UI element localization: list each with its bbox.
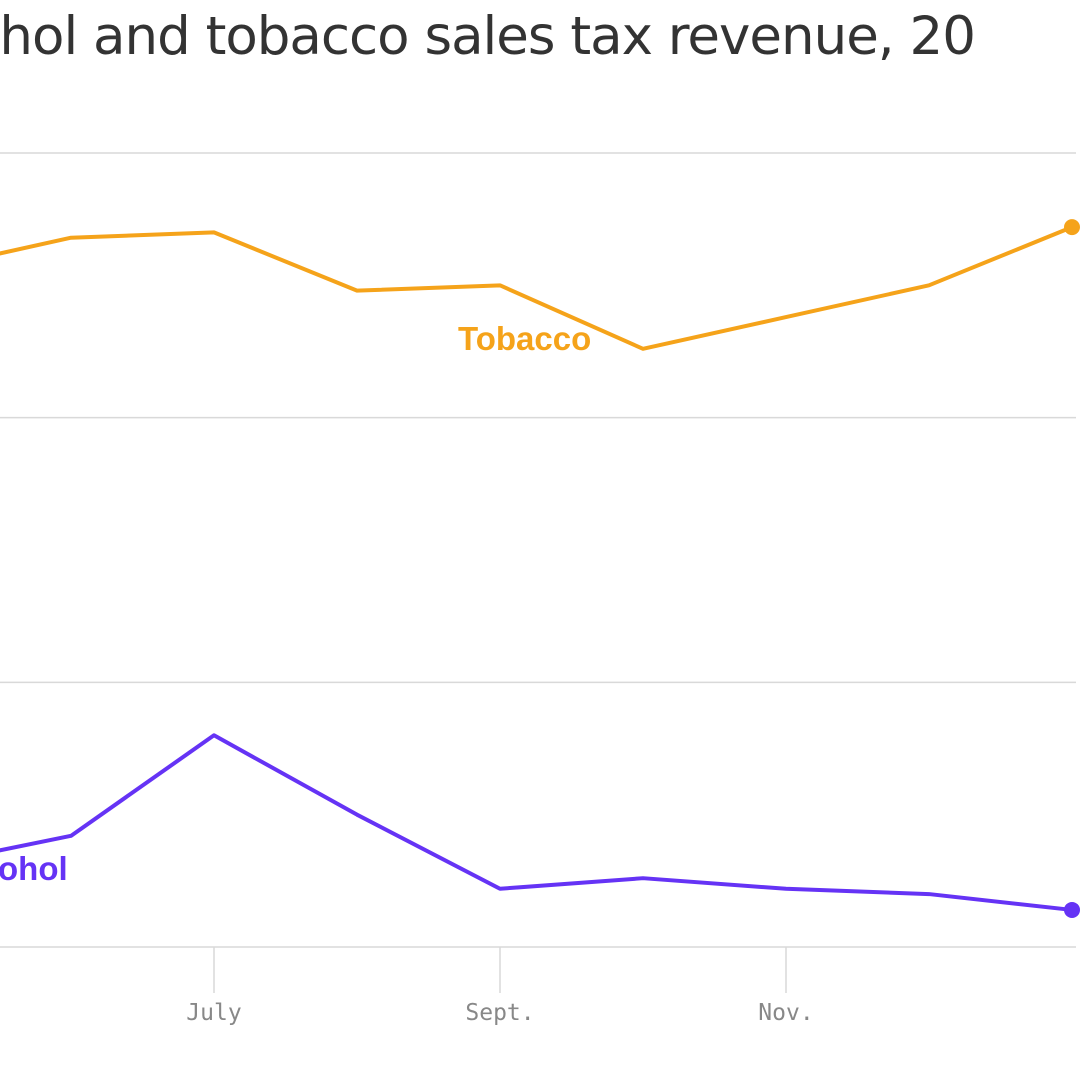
gridlines: [0, 152, 1076, 948]
x-axis: July Sept. Nov.: [186, 947, 814, 1026]
series-lines: [0, 225, 1074, 912]
x-tick-label: Sept.: [465, 1000, 534, 1026]
chart-title: ohol and tobacco sales tax revenue, 20: [0, 6, 976, 67]
series-labels: Tobacco ohol: [0, 316, 595, 891]
series-label-alcohol: ohol: [0, 850, 68, 887]
series-label-tobacco: Tobacco: [458, 320, 591, 357]
series-line-tobacco: [0, 225, 1074, 351]
series-end-markers: [1064, 219, 1080, 918]
series-end-marker-alcohol: [1064, 901, 1080, 918]
x-tick-label: July: [186, 1000, 241, 1026]
x-tick-label: Nov.: [758, 1000, 813, 1026]
series-line-alcohol: [0, 733, 1074, 912]
series-end-marker-tobacco: [1064, 219, 1080, 236]
